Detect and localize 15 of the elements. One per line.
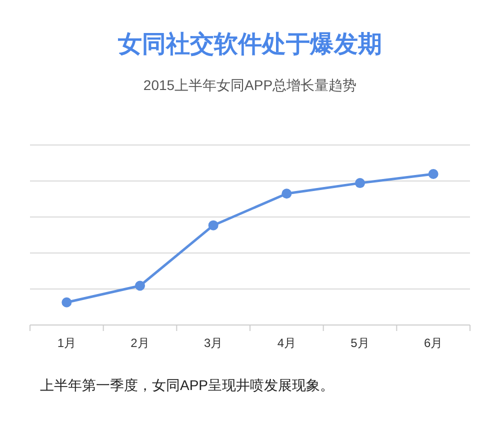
text: 上半年第一季度，女同APP呈现井喷发展现象。 bbox=[40, 377, 334, 393]
x-tick-label: 3月 bbox=[204, 336, 223, 350]
x-tick-label: 6月 bbox=[424, 336, 443, 350]
point bbox=[208, 220, 218, 230]
point bbox=[62, 297, 72, 308]
x-tick-label: 1月 bbox=[57, 336, 76, 350]
chart-title: 女同社交软件处于爆发期 bbox=[117, 31, 382, 58]
point bbox=[282, 188, 292, 199]
point bbox=[135, 280, 145, 291]
point bbox=[355, 178, 365, 188]
chart-subtitle: 2015上半年女同APP总增长量趋势 bbox=[143, 77, 357, 93]
x-tick-label: 4月 bbox=[277, 336, 296, 350]
x-tick-label: 2月 bbox=[130, 336, 150, 350]
point bbox=[428, 169, 438, 179]
x-tick-label: 5月 bbox=[350, 336, 370, 350]
